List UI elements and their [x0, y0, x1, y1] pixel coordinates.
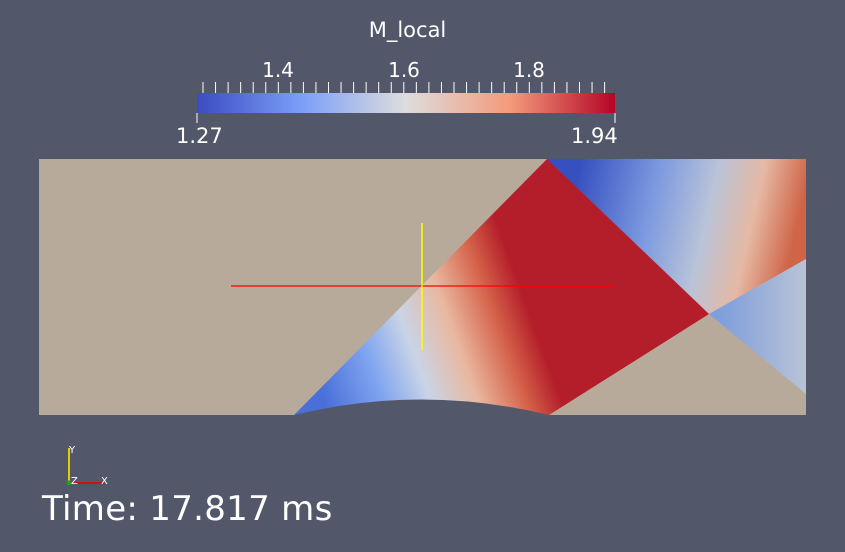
colorbar-min-label: 1.27: [176, 124, 223, 148]
axis-label-y: Y: [68, 445, 76, 456]
colorbar-title: M_local: [368, 18, 447, 42]
colorbar-tick-label: 1.6: [388, 58, 420, 82]
axis-label-z: Z: [71, 476, 78, 487]
colorbar-max-label: 1.94: [571, 124, 618, 148]
colorbar-tick-label: 1.4: [262, 58, 294, 82]
colorbar-tick-label: 1.8: [513, 58, 545, 82]
reflected-wave-region: [547, 159, 806, 314]
colorbar: [196, 82, 616, 123]
bump-surface: [294, 399, 549, 415]
transmitted-wave-region: [709, 259, 806, 394]
orientation-axes: Y Z X: [66, 445, 108, 487]
flow-field-view[interactable]: [39, 159, 806, 415]
colorbar-gradient: [197, 93, 615, 113]
axis-label-x: X: [101, 476, 108, 487]
time-annotation: Time: 17.817 ms: [42, 489, 333, 529]
